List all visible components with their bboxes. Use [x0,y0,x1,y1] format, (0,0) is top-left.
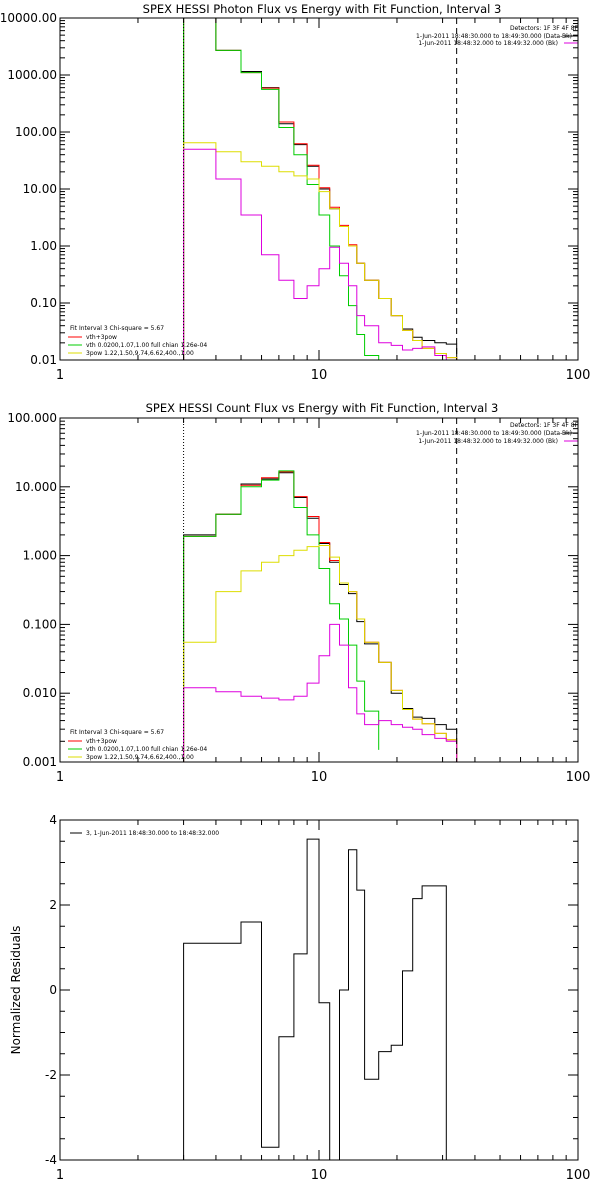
count-flux-y-tick-label: 100.000 [7,411,57,425]
photon-flux-legend-entry-1: vth+3pow [86,334,117,341]
photon-flux-legend: Fit Interval 3 Chi-square = 5.67 vth+3po… [68,325,207,357]
photon-flux-y-tick-label: 0.01 [30,353,57,367]
count-flux-legend-entry-2: vth 0.0200,1.07,1.00 full chian 1.26e-04 [86,746,207,753]
count-flux-series-4 [183,545,458,762]
count-flux-y-tick-label: 0.010 [23,686,57,700]
photon-flux-x-tick-label: 10 [311,368,328,383]
photon-flux-y-tick-label: 100.00 [15,125,57,139]
count-flux-x-tick-label: 100 [566,770,591,785]
count-flux-y-tick-label: 1.000 [23,549,57,563]
count-flux-detectors: Detectors: 1F 3F 4F 8F [510,422,579,429]
residuals-y-axis-label: Normalized Residuals [9,926,23,1055]
photon-flux-y-tick-label: 1000.00 [7,68,57,82]
residuals-x-tick-label: 1 [56,1168,64,1183]
photon-flux-bk-interval: 1-Jun-2011 18:48:32.000 to 18:49:32.000 … [418,40,558,47]
residuals-legend: 3, 1-Jun-2011 18:48:30.000 to 18:48:32.0… [70,830,219,837]
photon-flux-title: SPEX HESSI Photon Flux vs Energy with Fi… [143,2,502,16]
count-flux-title: SPEX HESSI Count Flux vs Energy with Fit… [146,401,499,415]
photon-flux-y-tick-label: 0.10 [30,296,57,310]
residuals-x-tick-label: 10 [311,1168,328,1183]
count-flux-series-5 [183,623,458,762]
residuals-y-tick-label: 2 [49,898,57,912]
photon-flux-legend-title: Fit Interval 3 Chi-square = 5.67 [70,325,164,332]
photon-flux-data-interval: 1-Jun-2011 18:48:30.000 to 18:49:30.000 … [416,33,572,40]
photon-flux-series-4 [183,142,458,360]
photon-flux-plot: SPEX HESSI Photon Flux vs Energy with Fi… [68,2,579,357]
count-flux-bk-interval: 1-Jun-2011 18:48:32.000 to 18:49:32.000 … [418,438,558,445]
residuals-y-tick-label: -4 [45,1153,57,1167]
residuals-plot: Normalized Residuals 3, 1-Jun-2011 18:48… [9,830,219,1054]
count-flux-series-3 [183,470,380,762]
photon-flux-plot-area: 1 10 100 0.01 0.10 1.00 10.00 100.00 1000.00 1000… [0,11,590,383]
count-flux-y-tick-label: 0.100 [23,617,57,631]
count-flux-y-tick-label: 10.000 [15,480,57,494]
photon-flux-legend-entry-3: 3pow 1.22,1.50,9.74,6.62,400.,1.00 [86,350,194,357]
residuals-x-tick-label: 100 [566,1168,591,1183]
count-flux-plot-area: 1 10 100 0.001 0.010 0.100 1.000 10.000 100.000 [7,411,590,785]
count-flux-legend-entry-3: 3pow 1.22,1.50,9.74,6.62,400.,1.00 [86,754,194,761]
count-flux-data-interval: 1-Jun-2011 18:48:30.000 to 18:49:30.000 … [416,430,572,437]
count-flux-x-tick-label: 10 [311,770,328,785]
photon-flux-series-5 [183,148,457,360]
residuals-series-1 [183,838,457,1160]
count-flux-legend-entry-1: vth+3pow [86,738,117,745]
photon-flux-x-tick-label: 1 [56,368,64,383]
count-flux-legend: Fit Interval 3 Chi-square = 5.67 vth+3po… [68,729,207,761]
residuals-y-tick-label: 0 [49,983,57,997]
photon-flux-legend-entry-2: vth 0.0200,1.07,1.00 full chian 1.26e-04 [86,342,207,349]
photon-flux-y-tick-label: 10000.00 [0,11,57,25]
residuals-legend-entry: 3, 1-Jun-2011 18:48:30.000 to 18:48:32.0… [86,830,219,837]
photon-flux-detectors: Detectors: 1F 3F 4F 8F [510,25,579,32]
count-flux-y-tick-label: 0.001 [23,755,57,769]
residuals-plot-area: 1 10 100 -4 -2 0 2 4 [45,813,590,1183]
photon-flux-y-tick-label: 10.00 [23,182,57,196]
photon-flux-y-tick-label: 1.00 [30,239,57,253]
photon-flux-header: Detectors: 1F 3F 4F 8F 1-Jun-2011 18:48:… [416,25,578,47]
residuals-y-tick-label: -2 [45,1068,57,1082]
count-flux-legend-title: Fit Interval 3 Chi-square = 5.67 [70,729,164,736]
count-flux-x-tick-label: 1 [56,770,64,785]
residuals-y-tick-label: 4 [49,813,57,827]
photon-flux-x-tick-label: 100 [566,368,591,383]
